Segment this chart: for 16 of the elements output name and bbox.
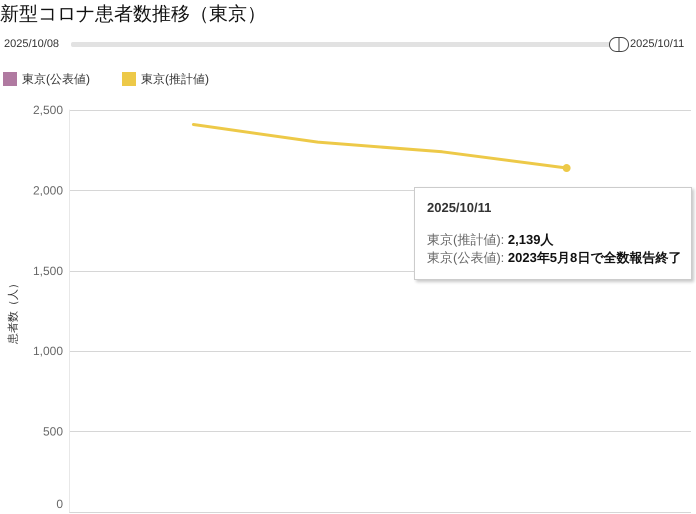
text: 2025/10/08 [4,37,60,51]
legend-label: 東京(公表値) [22,72,90,86]
y-tick-label: 0 [56,497,64,511]
y-axis-title: 患者数（人） [6,278,20,345]
text: 2025/10/11 [630,37,684,51]
y-tick-label: 2,000 [32,183,64,198]
legend-label: 東京(推計値) [140,72,209,86]
y-tick-label: 500 [42,424,64,439]
annotation: 東京(推計値): 2,139人 [427,232,554,248]
y-tick-label: 1,500 [32,264,64,278]
y-tick-label: 1,000 [32,344,64,358]
chart-title: 新型コロナ患者数推移（東京） [0,4,266,26]
annotation: 2025/10/11 [427,199,492,218]
annotation: 東京(公表値): 2023年5月8日で全数報告終了 [427,250,682,266]
tooltip-box: 2025/10/11 東京(推計値): 2,139人 東京(公表値): 2023年5月8日で全数報告終了 [414,187,692,280]
y-tick-label: 2,500 [32,103,64,117]
